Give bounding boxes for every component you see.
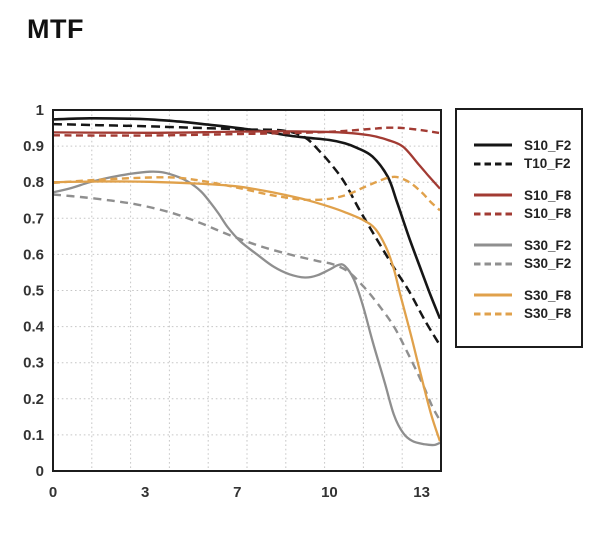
series-line-s10_f2-solid-0 [52,116,442,320]
series-line-s10_f8-solid-2 [52,130,441,190]
y-tick-label: 0.4 [23,319,45,336]
legend-solid-line-swatch [474,143,512,147]
y-tick-label: 0.6 [23,246,44,263]
y-tick-label: 0.2 [23,391,44,408]
y-tick-label: 0.5 [23,283,44,300]
y-tick-label: 0.7 [23,210,44,227]
legend-dashed-line-swatch [474,262,512,266]
legend-item-label: S30_F8 [524,306,572,322]
legend-dashed-line-swatch [474,162,512,166]
legend-item-label: S30_F2 [524,237,572,253]
legend-group: S30_F2 S30_F2 [457,236,581,273]
legend-solid-line-swatch [474,243,512,247]
legend-solid-line-swatch [474,193,512,197]
legend-group: S10_F8 S10_F8 [457,186,581,223]
chart-legend: S10_F2 T10_F2 S10_F8 S10_F8 S30_F2 S30_F2 S30_… [455,108,583,348]
x-tick-label: 13 [413,484,430,501]
series-line-s30_f8-solid-6 [52,180,442,442]
x-tick-label: 7 [233,484,241,501]
legend-item: T10_F2 [457,155,581,174]
legend-item: S30_F8 [457,305,581,324]
legend-item-label: S10_F8 [524,187,572,203]
legend-group: S30_F8 S30_F8 [457,286,581,323]
legend-item-label: S30_F8 [524,287,572,303]
x-tick-label: 10 [321,484,338,501]
legend-dashed-line-swatch [474,312,512,316]
legend-item: S30_F2 [457,255,581,274]
y-tick-label: 1 [36,102,44,119]
y-tick-label: 0.1 [23,427,44,444]
series-line-s30_f2-solid-4 [52,170,441,447]
plot-border [52,109,442,472]
series-line-s30_f2-dashed-5 [52,193,442,422]
legend-item: S10_F8 [457,205,581,224]
legend-item: S10_F8 [457,186,581,205]
y-tick-label: 0 [36,463,44,480]
legend-item-label: S10_F8 [524,206,572,222]
series-line-t10_f2-dashed-1 [52,122,442,347]
x-tick-label: 0 [49,484,57,501]
legend-item-label: S30_F2 [524,256,572,272]
page-title: MTF [27,14,84,44]
x-tick-label: 3 [141,484,149,501]
legend-solid-line-swatch [474,293,512,297]
legend-item: S10_F2 [457,136,581,155]
legend-item-label: T10_F2 [524,156,571,172]
legend-item-label: S10_F2 [524,137,572,153]
legend-group: S10_F2 T10_F2 [457,136,581,173]
legend-item: S30_F8 [457,286,581,305]
y-tick-label: 0.8 [23,174,44,191]
y-tick-label: 0.3 [23,355,44,372]
legend-dashed-line-swatch [474,212,512,216]
legend-item: S30_F2 [457,236,581,255]
y-tick-label: 0.9 [23,138,44,155]
series-line-s10_f8-dashed-3 [52,126,441,137]
series-line-s30_f8-dashed-7 [52,175,441,212]
